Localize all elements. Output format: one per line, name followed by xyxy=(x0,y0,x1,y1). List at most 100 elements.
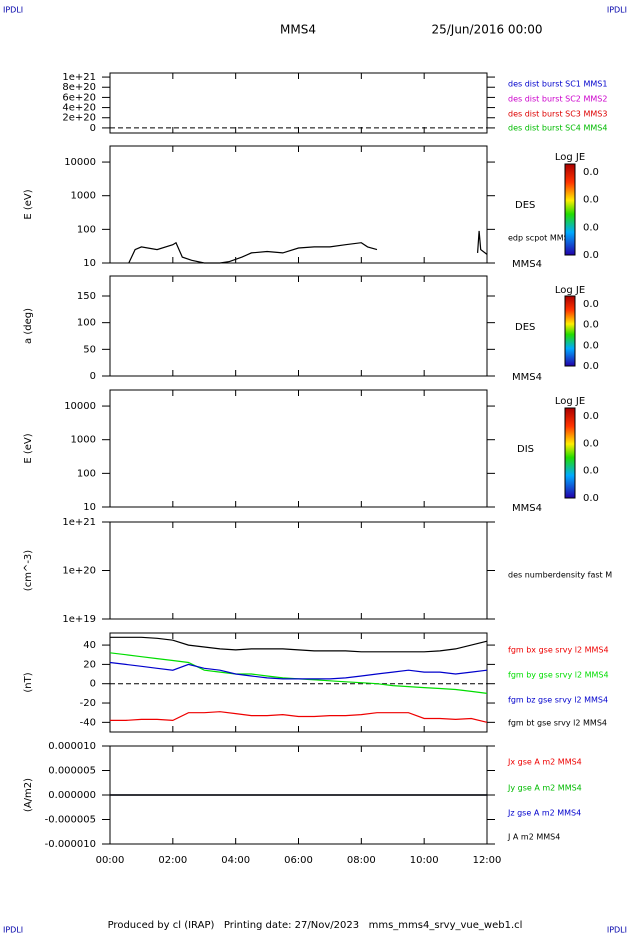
y-tick-label: 100 xyxy=(77,318,96,329)
legend-entry: des dist burst SC2 MMS2 xyxy=(508,95,607,104)
y-tick-label: 10000 xyxy=(64,157,96,168)
legend-entry: Jy gse A m2 MMS4 xyxy=(507,784,582,793)
colorbar-title: Log JE xyxy=(555,285,585,296)
x-tick-label: 12:00 xyxy=(473,855,502,866)
legend-entry: Jx gse A m2 MMS4 xyxy=(507,758,582,767)
colorbar-label: 0.0 xyxy=(583,438,599,449)
x-tick-label: 06:00 xyxy=(284,855,313,866)
data-line xyxy=(109,661,488,680)
colorbar-label: 0.0 xyxy=(583,167,599,178)
y-tick-label: 100 xyxy=(77,224,96,235)
x-tick-label: 00:00 xyxy=(96,855,125,866)
legend-entry: des dist burst SC1 MMS1 xyxy=(508,80,607,89)
y-tick-label: -20 xyxy=(80,698,96,709)
y-tick-label: 4e+20 xyxy=(62,103,96,114)
colorbar-label: 0.0 xyxy=(583,195,599,206)
corner-label: IPDLI xyxy=(3,926,23,934)
panel-label: DIS xyxy=(517,444,534,455)
y-tick-label: 1000 xyxy=(71,435,96,446)
y-tick-label: 20 xyxy=(83,659,96,670)
panel-label: des numberdensity fast M xyxy=(508,571,612,580)
colorbar-title: Log JE xyxy=(555,396,585,407)
colorbar-label: 0.0 xyxy=(583,466,599,477)
y-tick-label: 50 xyxy=(83,344,96,355)
legend-entry: fgm by gse srvy l2 MMS4 xyxy=(508,671,609,680)
panel-label: edp scpot MMS4 xyxy=(508,234,574,243)
y-tick-label: 0.000000 xyxy=(48,790,96,801)
y-tick-label: 1e+20 xyxy=(62,566,96,577)
legend-entry: fgm bx gse srvy l2 MMS4 xyxy=(508,646,609,655)
y-tick-label: 10 xyxy=(83,258,96,269)
colorbar-label: 0.0 xyxy=(583,493,599,504)
panel-frame xyxy=(109,72,488,134)
title: MMS4 xyxy=(280,23,316,37)
panel-frame xyxy=(109,632,488,733)
x-tick-label: 08:00 xyxy=(347,855,376,866)
y-tick-label: 1e+21 xyxy=(62,72,96,83)
y-axis-label: (A/m2) xyxy=(23,778,34,812)
x-tick-label: 02:00 xyxy=(158,855,187,866)
legend-entry: Jz gse A m2 MMS4 xyxy=(507,809,581,818)
panel-label: MMS4 xyxy=(512,503,542,514)
panel-frame xyxy=(109,145,488,264)
y-axis-label: E (eV) xyxy=(23,433,34,463)
footer: Produced by cl (IRAP) Printing date: 27/… xyxy=(108,920,523,931)
y-tick-label: 2e+20 xyxy=(62,113,96,124)
y-tick-label: 150 xyxy=(77,291,96,302)
colorbar-label: 0.0 xyxy=(583,411,599,422)
x-tick-label: 10:00 xyxy=(410,855,439,866)
y-tick-label: 10000 xyxy=(64,401,96,412)
y-tick-label: 0 xyxy=(90,371,96,382)
panel-label: MMS4 xyxy=(512,372,542,383)
corner-label: IPDLI xyxy=(607,926,627,934)
y-tick-label: 1e+21 xyxy=(62,517,96,528)
data-line xyxy=(110,636,488,653)
y-axis-label: E (eV) xyxy=(23,189,34,219)
data-line xyxy=(110,711,488,723)
colorbar xyxy=(564,407,576,499)
y-tick-label: 6e+20 xyxy=(62,92,96,103)
colorbar-label: 0.0 xyxy=(583,320,599,331)
y-tick-label: 0.000010 xyxy=(48,741,96,752)
data-line xyxy=(128,230,488,264)
y-axis-label: (nT) xyxy=(23,672,34,692)
y-tick-label: 8e+20 xyxy=(62,82,96,93)
legend-entry: des dist burst SC3 MMS3 xyxy=(508,110,607,119)
y-tick-label: 40 xyxy=(83,640,96,651)
y-tick-label: 0.000005 xyxy=(48,766,96,777)
x-tick-label: 04:00 xyxy=(221,855,250,866)
panel-frame xyxy=(109,275,488,377)
y-tick-label: -0.000010 xyxy=(45,839,96,850)
panel-label: DES xyxy=(515,322,535,333)
legend-entry: fgm bt gse srvy l2 MMS4 xyxy=(508,719,607,728)
y-tick-label: 1000 xyxy=(71,191,96,202)
panel-label: DES xyxy=(515,200,535,211)
y-tick-label: -0.000005 xyxy=(45,815,96,826)
colorbar-label: 0.0 xyxy=(583,361,599,372)
colorbar-title: Log JE xyxy=(555,152,585,163)
y-axis-label: a (deg) xyxy=(23,308,34,344)
date: 25/Jun/2016 00:00 xyxy=(431,23,542,37)
data-line xyxy=(109,652,488,694)
y-tick-label: 0 xyxy=(90,679,96,690)
colorbar-label: 0.0 xyxy=(583,340,599,351)
legend-entry: fgm bz gse srvy l2 MMS4 xyxy=(508,696,608,705)
y-tick-label: -40 xyxy=(80,717,96,728)
colorbar-label: 0.0 xyxy=(583,222,599,233)
panel-frame xyxy=(109,521,488,620)
y-tick-label: 10 xyxy=(83,502,96,513)
legend-entry: des dist burst SC4 MMS4 xyxy=(508,124,607,133)
corner-label: IPDLI xyxy=(607,6,627,15)
legend-entry: J A m2 MMS4 xyxy=(507,833,560,842)
y-tick-label: 0 xyxy=(90,123,96,134)
y-tick-label: 100 xyxy=(77,468,96,479)
y-axis-label: (cm^-3) xyxy=(23,550,34,591)
panel-frame xyxy=(109,389,488,508)
colorbar-label: 0.0 xyxy=(583,299,599,310)
colorbar xyxy=(564,163,576,256)
colorbar-label: 0.0 xyxy=(583,250,599,261)
colorbar xyxy=(564,295,576,367)
corner-label: IPDLI xyxy=(3,6,23,15)
y-tick-label: 1e+19 xyxy=(62,614,96,625)
